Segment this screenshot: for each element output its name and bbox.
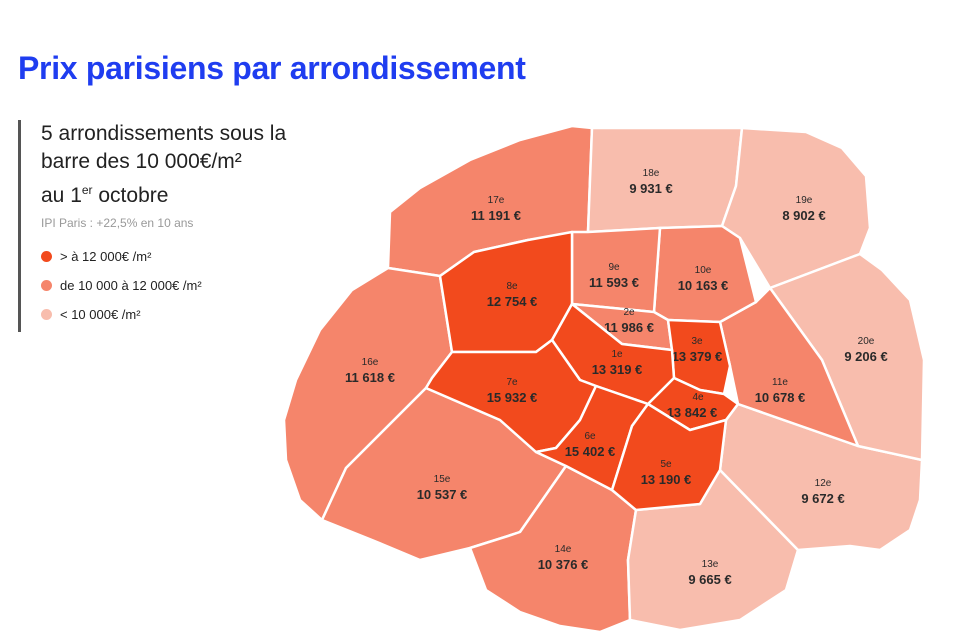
district-6-price: 15 402 € [565,444,616,459]
district-9-price: 11 593 € [589,275,639,290]
legend-dot-high [41,251,52,262]
district-3-price: 13 379 € [672,349,723,364]
district-11-price: 10 678 € [755,390,806,405]
district-3-number: 3e [691,336,703,347]
district-20-number: 20e [858,336,875,347]
district-14-number: 14e [555,544,572,555]
district-8-number: 8e [506,281,518,292]
info-panel: 5 arrondissements sous la barre des 10 0… [18,120,378,332]
legend-dot-mid [41,280,52,291]
district-5-number: 5e [660,459,672,470]
district-10-price: 10 163 € [678,278,729,293]
subtitle-line-2: barre des 10 000€/m² [41,150,242,173]
district-18[interactable]: 18e 9 931 € [586,126,744,234]
subtitle-line-3-prefix: au 1 [41,184,82,207]
district-17-price: 11 191 € [471,208,521,223]
district-11-number: 11e [772,377,788,388]
district-2-number: 2e [623,307,635,318]
legend-item-low: < 10 000€ /m² [41,300,378,329]
district-13[interactable]: 13e 9 665 € [626,468,800,632]
subtitle-line-1: 5 arrondissements sous la [41,122,287,145]
district-20-price: 9 206 € [844,349,887,364]
district-5-price: 13 190 € [641,472,692,487]
district-16[interactable]: 16e 11 618 € [282,266,454,522]
district-4-number: 4e [692,392,704,403]
district-1-price: 13 319 € [592,362,643,377]
district-18-price: 9 931 € [629,181,672,196]
subtitle-line-3-suffix: octobre [92,184,169,207]
district-19-number: 19e [796,195,813,206]
legend-item-mid: de 10 000 à 12 000€ /m² [41,271,378,300]
district-8-price: 12 754 € [487,294,538,309]
district-16-number: 16e [362,357,379,368]
district-18-number: 18e [643,168,660,179]
district-9[interactable]: 9e 11 593 € [570,226,662,314]
subtitle: 5 arrondissements sous la barre des 10 0… [41,120,378,210]
legend: > à 12 000€ /m² de 10 000 à 12 000€ /m² … [41,242,378,329]
district-4-price: 13 842 € [667,405,718,420]
district-10[interactable]: 10e 10 163 € [652,224,758,324]
growth-note: IPI Paris : +22,5% en 10 ans [41,216,194,230]
district-15-number: 15e [434,474,451,485]
district-7-price: 15 932 € [487,390,538,405]
legend-label-high: > à 12 000€ /m² [60,249,152,264]
subtitle-line-3-sup: er [81,183,93,197]
district-17-number: 17e [488,195,505,206]
district-9-number: 9e [608,262,620,273]
district-13-number: 13e [702,559,719,570]
district-7-number: 7e [506,377,518,388]
district-19-price: 8 902 € [782,208,825,223]
legend-label-mid: de 10 000 à 12 000€ /m² [60,278,202,293]
district-2-price: 11 986 € [604,320,654,335]
page-title: Prix parisiens par arrondissement [18,50,526,86]
district-14-price: 10 376 € [538,557,589,572]
district-15-price: 10 537 € [417,487,468,502]
legend-dot-low [41,309,52,320]
district-12-number: 12e [815,478,832,489]
legend-label-low: < 10 000€ /m² [60,307,141,322]
district-5[interactable]: 5e 13 190 € [610,402,728,512]
district-12-price: 9 672 € [801,491,844,506]
district-16-price: 11 618 € [345,370,395,385]
legend-item-high: > à 12 000€ /m² [41,242,378,271]
district-13-price: 9 665 € [688,572,731,587]
district-6-number: 6e [584,431,596,442]
district-1-number: 1e [611,349,623,360]
district-10-number: 10e [695,265,712,276]
